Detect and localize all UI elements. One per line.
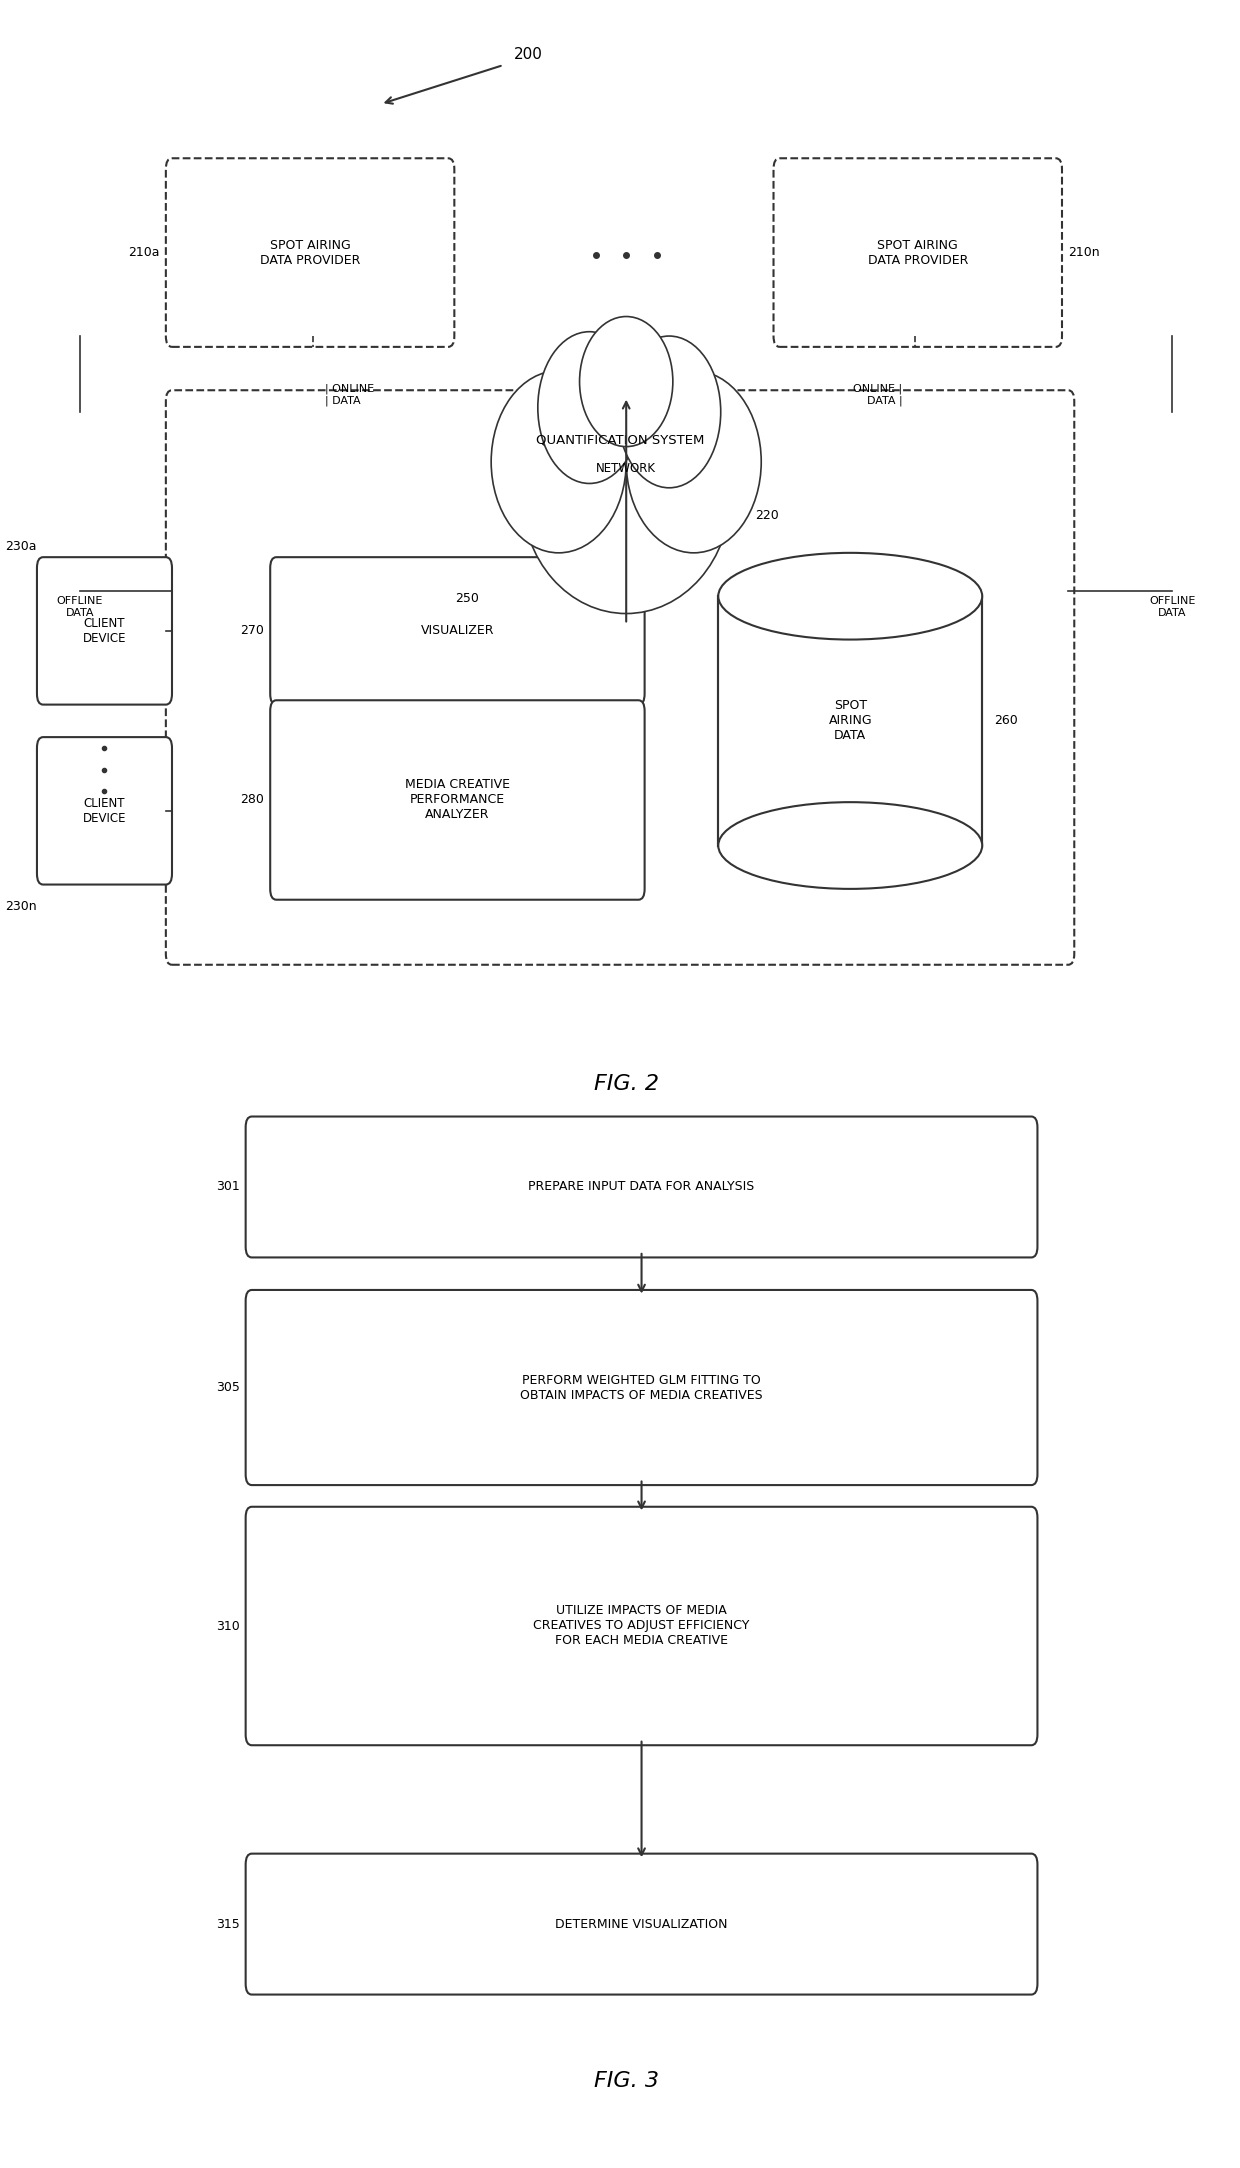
Text: QUANTIFICATION SYSTEM: QUANTIFICATION SYSTEM — [536, 434, 704, 447]
Text: PREPARE INPUT DATA FOR ANALYSIS: PREPARE INPUT DATA FOR ANALYSIS — [528, 1182, 755, 1192]
FancyBboxPatch shape — [246, 1854, 1038, 1995]
Text: 315: 315 — [216, 1919, 239, 1930]
FancyBboxPatch shape — [246, 1290, 1038, 1485]
Text: SPOT AIRING
DATA PROVIDER: SPOT AIRING DATA PROVIDER — [260, 238, 361, 267]
FancyBboxPatch shape — [270, 557, 645, 705]
Text: 210n: 210n — [1068, 247, 1100, 258]
Text: 260: 260 — [994, 715, 1018, 726]
Text: 250: 250 — [455, 592, 479, 605]
Text: SPOT
AIRING
DATA: SPOT AIRING DATA — [828, 700, 872, 741]
Ellipse shape — [718, 553, 982, 640]
Text: UTILIZE IMPACTS OF MEDIA
CREATIVES TO ADJUST EFFICIENCY
FOR EACH MEDIA CREATIVE: UTILIZE IMPACTS OF MEDIA CREATIVES TO AD… — [533, 1604, 750, 1648]
Text: SPOT AIRING
DATA PROVIDER: SPOT AIRING DATA PROVIDER — [868, 238, 968, 267]
FancyBboxPatch shape — [166, 158, 454, 347]
Ellipse shape — [522, 375, 730, 614]
Text: FIG. 3: FIG. 3 — [594, 2070, 658, 2092]
FancyBboxPatch shape — [37, 737, 172, 885]
Text: VISUALIZER: VISUALIZER — [420, 624, 495, 637]
Text: FIG. 2: FIG. 2 — [594, 1073, 658, 1095]
Text: CLIENT
DEVICE: CLIENT DEVICE — [83, 798, 126, 824]
Text: 270: 270 — [241, 624, 264, 637]
Text: 305: 305 — [216, 1381, 239, 1394]
Text: 280: 280 — [241, 793, 264, 806]
Ellipse shape — [718, 802, 982, 889]
Text: CLIENT
DEVICE: CLIENT DEVICE — [83, 618, 126, 644]
Text: 310: 310 — [216, 1619, 239, 1633]
Text: 200: 200 — [513, 48, 542, 61]
Text: ONLINE |
DATA |: ONLINE | DATA | — [853, 384, 903, 405]
FancyBboxPatch shape — [718, 596, 982, 846]
Text: 230n: 230n — [5, 900, 37, 913]
Ellipse shape — [579, 317, 673, 447]
Text: 220: 220 — [755, 509, 779, 522]
Text: | ONLINE
| DATA: | ONLINE | DATA — [325, 384, 374, 405]
Text: 210a: 210a — [128, 247, 160, 258]
Text: OFFLINE
DATA: OFFLINE DATA — [57, 596, 103, 618]
Ellipse shape — [618, 336, 720, 488]
FancyBboxPatch shape — [166, 390, 1074, 965]
FancyBboxPatch shape — [774, 158, 1061, 347]
Text: 301: 301 — [216, 1182, 239, 1192]
FancyBboxPatch shape — [37, 557, 172, 705]
FancyBboxPatch shape — [246, 1507, 1038, 1745]
Ellipse shape — [491, 371, 626, 553]
Text: DETERMINE VISUALIZATION: DETERMINE VISUALIZATION — [556, 1919, 728, 1930]
Text: MEDIA CREATIVE
PERFORMANCE
ANALYZER: MEDIA CREATIVE PERFORMANCE ANALYZER — [405, 778, 510, 822]
Text: 230a: 230a — [5, 540, 37, 553]
Text: NETWORK: NETWORK — [596, 462, 656, 475]
Text: PERFORM WEIGHTED GLM FITTING TO
OBTAIN IMPACTS OF MEDIA CREATIVES: PERFORM WEIGHTED GLM FITTING TO OBTAIN I… — [521, 1375, 763, 1401]
Ellipse shape — [626, 371, 761, 553]
FancyBboxPatch shape — [246, 1117, 1038, 1257]
Ellipse shape — [538, 332, 641, 483]
FancyBboxPatch shape — [270, 700, 645, 900]
Text: OFFLINE
DATA: OFFLINE DATA — [1149, 596, 1195, 618]
